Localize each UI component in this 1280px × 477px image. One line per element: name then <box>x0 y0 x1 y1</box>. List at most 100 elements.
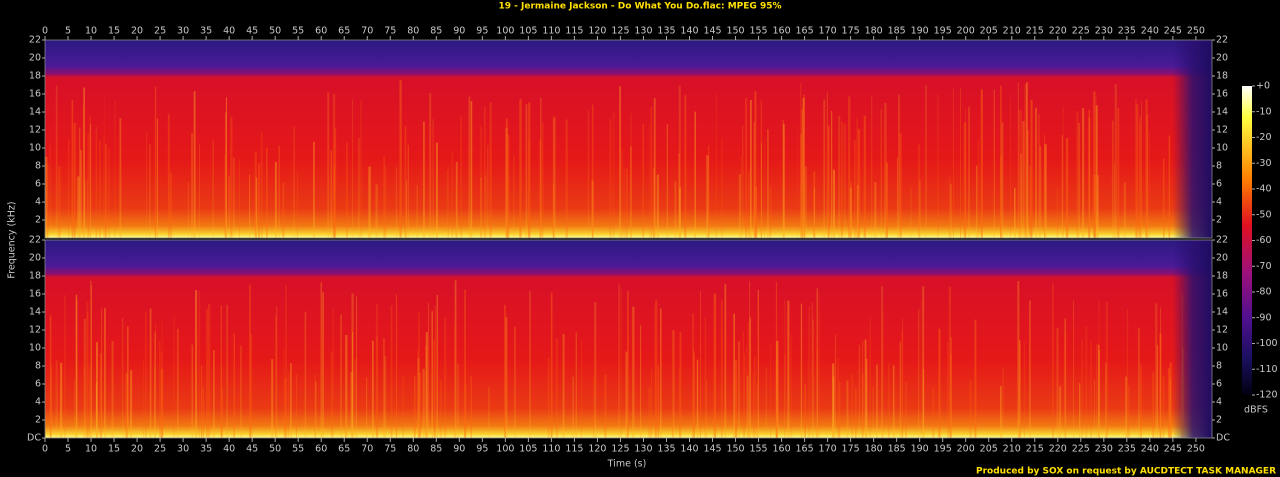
spectrogram-texture <box>83 365 85 438</box>
x-tick-label: 90 <box>453 26 465 37</box>
x-tick-label: 240 <box>1141 444 1159 455</box>
spectrogram-texture <box>800 82 802 239</box>
y-tick-label: 4 <box>1216 197 1222 208</box>
spectrogram-texture <box>528 102 531 239</box>
spectrogram-texture <box>212 139 214 238</box>
spectrogram-texture <box>1114 84 1117 238</box>
x-tick-label: 80 <box>407 26 419 37</box>
spectrogram-texture <box>1125 376 1128 438</box>
x-tick-label: 60 <box>315 444 327 455</box>
spectrogram-texture <box>483 106 486 238</box>
spectrogram-texture <box>332 308 334 438</box>
spectrogram-texture <box>593 377 595 438</box>
spectrogram-texture <box>858 344 861 438</box>
spectrogram-texture <box>88 366 91 438</box>
spectrogram-texture <box>427 302 430 438</box>
spectrogram-texture <box>969 380 972 438</box>
spectrogram-texture <box>835 334 836 438</box>
spectrogram-texture <box>841 121 843 238</box>
spectrogram-texture <box>86 311 89 438</box>
spectrogram-texture <box>918 180 922 238</box>
spectrogram-texture <box>284 377 287 438</box>
spectrogram-texture <box>372 340 374 438</box>
x-tick-label: 160 <box>772 444 790 455</box>
x-tick-label: 80 <box>407 444 419 455</box>
spectrogram-texture <box>454 280 457 438</box>
x-tick-label: 75 <box>384 444 396 455</box>
spectrogram-texture <box>75 294 78 438</box>
spectrogram-texture <box>923 368 925 438</box>
spectrogram-texture <box>1099 350 1100 438</box>
spectrogram-panel <box>45 240 1212 438</box>
spectrogram-texture <box>68 138 70 238</box>
spectrogram-texture <box>1002 367 1004 438</box>
x-tick-label: 10 <box>85 26 97 37</box>
spectrogram-texture <box>340 314 342 438</box>
x-tick-label: 135 <box>657 444 675 455</box>
x-tick-label: 50 <box>269 444 281 455</box>
spectrogram-texture <box>1105 301 1109 438</box>
spectrogram-texture <box>399 80 402 238</box>
spectrogram-texture <box>880 109 882 238</box>
spectrogram-texture <box>49 143 51 238</box>
spectrogram-texture <box>1029 300 1031 438</box>
spectrogram-texture <box>1135 98 1137 238</box>
spectrogram-texture <box>1155 303 1158 438</box>
spectrogram-texture <box>149 308 152 438</box>
spectrogram-texture <box>950 354 952 438</box>
spectrogram-texture <box>357 137 360 238</box>
spectrogram-texture <box>425 332 428 438</box>
spectrogram-texture <box>127 326 129 438</box>
spectrogram-texture <box>432 119 434 238</box>
spectrogram-texture <box>898 94 900 238</box>
x-tick-label: 185 <box>888 26 906 37</box>
spectrogram-fade <box>1172 240 1212 438</box>
spectrogram-texture <box>1127 386 1130 438</box>
spectrogram-texture <box>832 376 835 438</box>
spectrogram-texture <box>797 127 799 238</box>
spectrogram-texture <box>1094 379 1095 438</box>
spectrogram-texture <box>220 305 222 438</box>
x-tick-label: 170 <box>819 26 837 37</box>
x-tick-label: 150 <box>726 26 744 37</box>
spectrogram-texture <box>651 369 653 438</box>
spectrogram-texture <box>679 331 682 438</box>
x-tick-label: 125 <box>611 444 629 455</box>
spectrogram-texture <box>547 357 550 438</box>
spectrogram-texture <box>313 141 315 238</box>
spectrogram-texture <box>1023 342 1025 438</box>
spectrogram-texture <box>856 184 859 238</box>
spectrogram-texture <box>838 115 841 238</box>
spectrogram-texture <box>776 340 779 438</box>
spectrogram-texture <box>78 177 80 238</box>
spectrogram-texture <box>704 317 707 438</box>
spectrogram-texture <box>539 139 542 238</box>
spectrogram-texture <box>720 137 723 238</box>
spectrogram-texture <box>625 168 628 238</box>
y-tick-label: 22 <box>1216 235 1228 246</box>
spectrogram-texture <box>1093 175 1096 238</box>
spectrogram-texture <box>754 91 757 238</box>
spectrogram-texture <box>901 317 904 438</box>
spectrogram-texture <box>837 358 839 438</box>
x-tick-label: 190 <box>911 444 929 455</box>
x-tick-label: 55 <box>292 444 304 455</box>
spectrogram-texture <box>1097 175 1099 238</box>
spectrogram-texture <box>770 343 772 438</box>
spectrogram-texture <box>91 285 93 438</box>
spectrogram-texture <box>575 332 578 438</box>
spectrogram-texture <box>200 365 203 438</box>
spectrogram-texture <box>854 387 857 438</box>
colorbar-label: dBFS <box>1244 405 1268 416</box>
spectrogram-texture <box>750 99 752 238</box>
spectrogram-texture <box>733 313 735 438</box>
spectrogram-texture <box>384 356 387 438</box>
spectrogram-texture <box>58 166 61 238</box>
colorbar-tick-label: -100 <box>1256 338 1278 349</box>
spectrogram-texture <box>1018 109 1021 238</box>
spectrogram-texture <box>949 183 952 238</box>
spectrogram-texture <box>95 382 98 438</box>
spectrogram-texture <box>1089 118 1091 238</box>
x-tick-label: 150 <box>726 444 744 455</box>
spectrogram-texture <box>1017 82 1019 239</box>
